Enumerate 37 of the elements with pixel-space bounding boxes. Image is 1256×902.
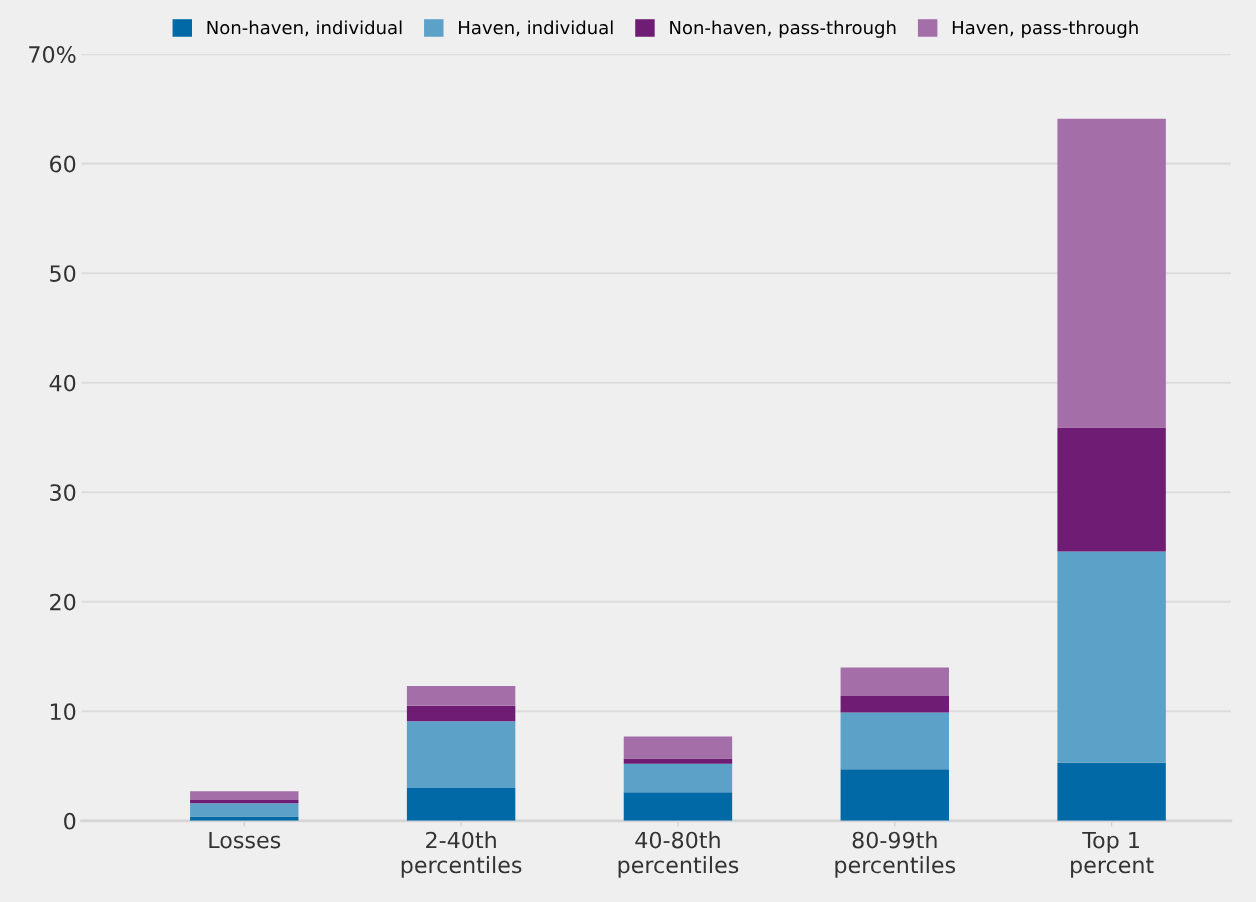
legend-label: Non-haven, individual (207, 20, 402, 37)
bar (190, 803, 299, 817)
bar (406, 686, 516, 706)
bar (840, 712, 949, 770)
bar (623, 736, 733, 759)
bar (1057, 551, 1166, 763)
x-tick-label: 2-40th percentiles (401, 831, 522, 878)
bar (1057, 762, 1166, 821)
x-tick-label: 80-99th percentiles (835, 831, 956, 878)
bar (406, 721, 516, 788)
y-tick-label: 20 (50, 593, 76, 611)
y-tick-label: 40 (49, 374, 76, 392)
y-tick-label: 0 (64, 812, 76, 830)
legend-label: Haven, individual (459, 20, 613, 37)
x-tick-label: Losses (209, 831, 281, 849)
bar (840, 667, 949, 696)
y-tick-label: 10 (50, 703, 76, 721)
y-tick-label: 60 (50, 155, 76, 173)
bar (1057, 118, 1166, 428)
legend-label: Haven, pass-through (952, 20, 1138, 38)
y-tick-label: 30 (50, 484, 76, 501)
bar (190, 800, 299, 804)
bar (840, 695, 949, 713)
y-tick-label: 50 (50, 265, 76, 282)
x-tick-label: Top 1 percent (1071, 831, 1154, 878)
bar (1057, 427, 1166, 552)
x-tick-label: 40-80th percentiles (618, 831, 739, 878)
bar (623, 758, 733, 764)
legend-label: Non-haven, pass-through (670, 20, 896, 38)
bar (623, 792, 733, 821)
bar (623, 763, 733, 793)
bar (190, 791, 299, 801)
y-tick-label: 70% (29, 46, 76, 63)
bar (406, 787, 516, 821)
bar (406, 705, 516, 722)
bar (190, 816, 299, 821)
bar (840, 769, 949, 821)
